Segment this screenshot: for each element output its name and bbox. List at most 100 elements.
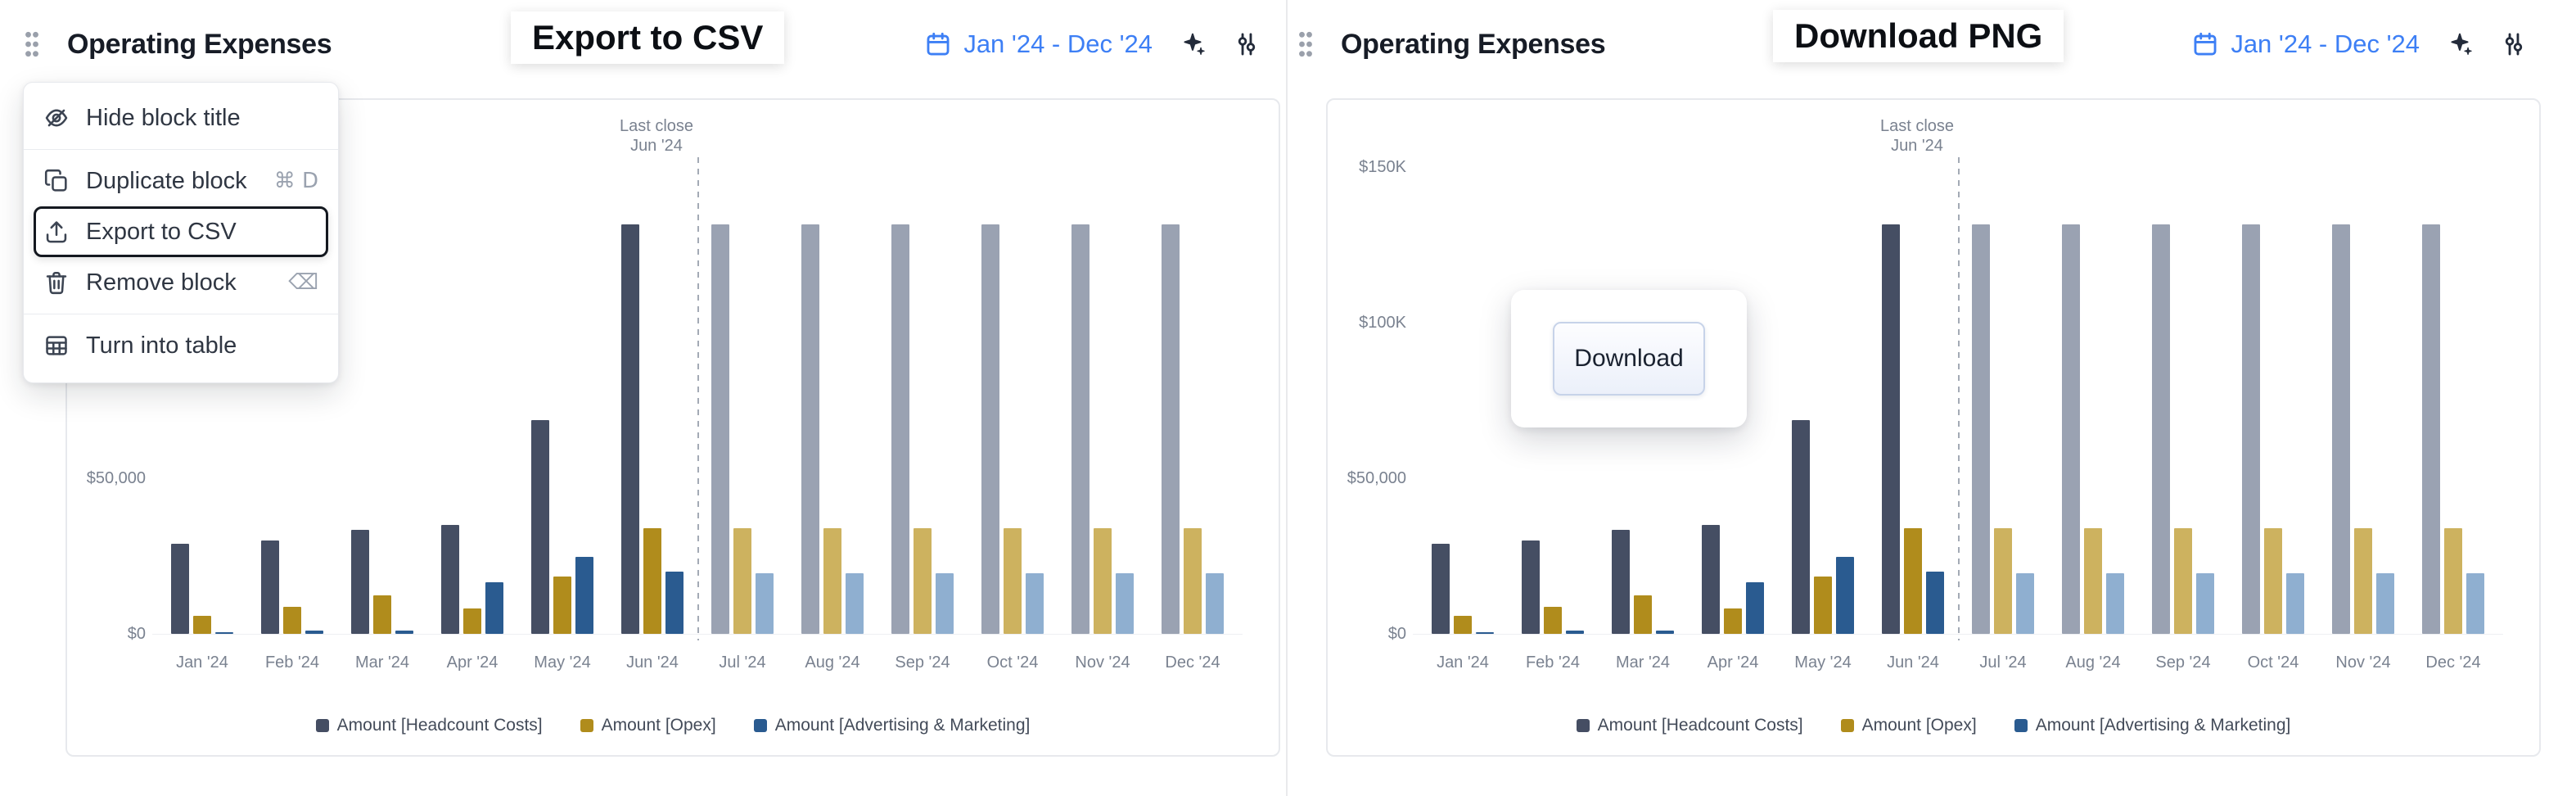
x-axis-label: Apr '24 — [446, 654, 499, 672]
download-button[interactable]: Download — [1553, 322, 1705, 396]
bar-amount-opex-aug-24 — [2084, 528, 2102, 634]
bar-amount-headcount-costs-sep-24 — [2152, 224, 2170, 634]
drag-handle-icon[interactable] — [23, 28, 46, 61]
menu-item-duplicate-block[interactable]: Duplicate block ⌘ D — [34, 158, 328, 204]
y-axis-label: $100K — [1359, 314, 1406, 332]
bar-amount-headcount-costs-dec-24 — [1162, 224, 1180, 634]
download-modal: Download — [1511, 290, 1747, 427]
menu-item-turn-into-table[interactable]: Turn into table — [34, 323, 328, 369]
bar-amount-headcount-costs-oct-24 — [981, 224, 999, 634]
bar-amount-opex-apr-24 — [463, 608, 481, 634]
chart-settings-button[interactable] — [2500, 30, 2528, 58]
date-range-button[interactable]: Jan '24 - Dec '24 — [2191, 29, 2420, 59]
legend-item: Amount [Headcount Costs] — [1576, 716, 1803, 735]
bar-amount-opex-nov-24 — [1094, 528, 1112, 634]
last-close-line — [1958, 157, 1960, 640]
block-title: Operating Expenses — [67, 28, 332, 60]
block-header-actions: Jan '24 - Dec '24 — [2191, 29, 2528, 59]
bar-amount-advertising-marketing-mar-24 — [395, 630, 413, 634]
bar-amount-advertising-marketing-apr-24 — [485, 581, 503, 634]
bar-amount-opex-jan-24 — [1454, 615, 1472, 634]
ai-sparkles-button[interactable] — [2446, 30, 2474, 58]
bar-amount-opex-oct-24 — [2264, 528, 2282, 634]
date-range-button[interactable]: Jan '24 - Dec '24 — [924, 29, 1153, 59]
menu-item-label: Turn into table — [86, 332, 237, 359]
menu-item-label: Hide block title — [86, 104, 241, 131]
date-range-label: Jan '24 - Dec '24 — [2231, 29, 2420, 58]
bar-amount-advertising-marketing-jan-24 — [215, 632, 233, 634]
bar-amount-advertising-marketing-nov-24 — [1116, 573, 1134, 634]
bar-amount-headcount-costs-jun-24 — [621, 224, 639, 634]
bar-amount-advertising-marketing-jun-24 — [1926, 572, 1944, 634]
bar-amount-headcount-costs-jan-24 — [1432, 543, 1450, 634]
chart-settings-button[interactable] — [1233, 30, 1261, 58]
bar-amount-opex-nov-24 — [2354, 528, 2372, 634]
block-header: Operating Expenses Jan '24 - Dec '24 — [1297, 26, 2528, 62]
bar-amount-opex-mar-24 — [1634, 595, 1652, 634]
bar-amount-headcount-costs-may-24 — [1792, 419, 1810, 634]
chart-legend: Amount [Headcount Costs] Amount [Opex] Amo… — [1328, 716, 2539, 735]
bar-amount-headcount-costs-sep-24 — [891, 224, 909, 634]
bar-amount-opex-may-24 — [553, 577, 571, 634]
x-axis-label: Jun '24 — [1887, 654, 1939, 672]
x-axis-label: Jul '24 — [1979, 654, 2027, 672]
bar-amount-opex-dec-24 — [1184, 528, 1202, 634]
bar-amount-headcount-costs-aug-24 — [801, 224, 819, 634]
bar-amount-advertising-marketing-nov-24 — [2376, 573, 2394, 634]
bar-amount-opex-jun-24 — [1904, 528, 1922, 634]
sliders-icon — [1233, 30, 1261, 58]
menu-item-shortcut: ⌫ — [288, 270, 318, 295]
x-axis-label: Mar '24 — [1615, 654, 1671, 672]
block-header-actions: Jan '24 - Dec '24 — [924, 29, 1261, 59]
legend-item: Amount [Opex] — [1840, 716, 1977, 735]
bar-amount-advertising-marketing-aug-24 — [846, 573, 864, 634]
bar-amount-headcount-costs-jan-24 — [171, 543, 189, 634]
bar-amount-advertising-marketing-feb-24 — [1566, 630, 1584, 634]
x-axis-label: Oct '24 — [2247, 654, 2299, 672]
bar-amount-headcount-costs-oct-24 — [2242, 224, 2260, 634]
last-close-annotation: Last close Jun '24 — [619, 117, 694, 155]
bar-amount-opex-jul-24 — [1994, 528, 2012, 634]
x-axis-label: Feb '24 — [1525, 654, 1581, 672]
bar-amount-advertising-marketing-dec-24 — [1206, 573, 1224, 634]
legend-swatch — [315, 719, 329, 732]
bar-amount-advertising-marketing-apr-24 — [1746, 581, 1764, 634]
bar-amount-opex-sep-24 — [914, 528, 932, 634]
x-axis-label: Jan '24 — [1437, 654, 1489, 672]
table-icon — [43, 332, 70, 359]
bar-amount-headcount-costs-apr-24 — [441, 525, 459, 634]
y-axis-label: $50,000 — [1347, 469, 1406, 487]
block-context-menu: Hide block title Duplicate block ⌘ D Export… — [23, 82, 339, 383]
eye-off-icon — [43, 105, 70, 131]
callout-export-csv: Export to CSV — [511, 11, 785, 64]
menu-item-label: Duplicate block — [86, 167, 247, 194]
y-axis-label: $50,000 — [86, 469, 146, 487]
x-axis-label: Nov '24 — [2335, 654, 2391, 672]
block-operating-expenses-left: Operating Expenses Jan '24 - Dec '24 $0 $… — [23, 0, 1280, 796]
x-axis-label: Jun '24 — [626, 654, 679, 672]
date-range-label: Jan '24 - Dec '24 — [963, 29, 1153, 58]
bar-amount-opex-feb-24 — [1544, 607, 1562, 634]
bar-amount-advertising-marketing-sep-24 — [936, 573, 954, 634]
bar-amount-advertising-marketing-sep-24 — [2196, 573, 2214, 634]
legend-swatch — [1840, 719, 1854, 732]
menu-item-export-to-csv[interactable]: Export to CSV — [34, 206, 328, 257]
bar-amount-opex-aug-24 — [823, 528, 841, 634]
x-axis-label: Jul '24 — [719, 654, 766, 672]
bar-amount-advertising-marketing-jun-24 — [665, 572, 683, 634]
bar-amount-headcount-costs-feb-24 — [1522, 540, 1540, 634]
drag-handle-icon[interactable] — [1297, 28, 1320, 61]
bar-amount-opex-oct-24 — [1004, 528, 1022, 634]
legend-item: Amount [Advertising & Marketing] — [753, 716, 1030, 735]
ai-sparkles-button[interactable] — [1179, 30, 1207, 58]
bar-amount-advertising-marketing-jul-24 — [756, 573, 774, 634]
y-axis-label: $0 — [1387, 625, 1406, 643]
x-axis-label: Sep '24 — [2155, 654, 2211, 672]
menu-item-remove-block[interactable]: Remove block ⌫ — [34, 260, 328, 305]
bar-amount-headcount-costs-dec-24 — [2422, 224, 2440, 634]
menu-item-label: Export to CSV — [86, 218, 237, 245]
menu-item-hide-block-title[interactable]: Hide block title — [34, 95, 328, 141]
